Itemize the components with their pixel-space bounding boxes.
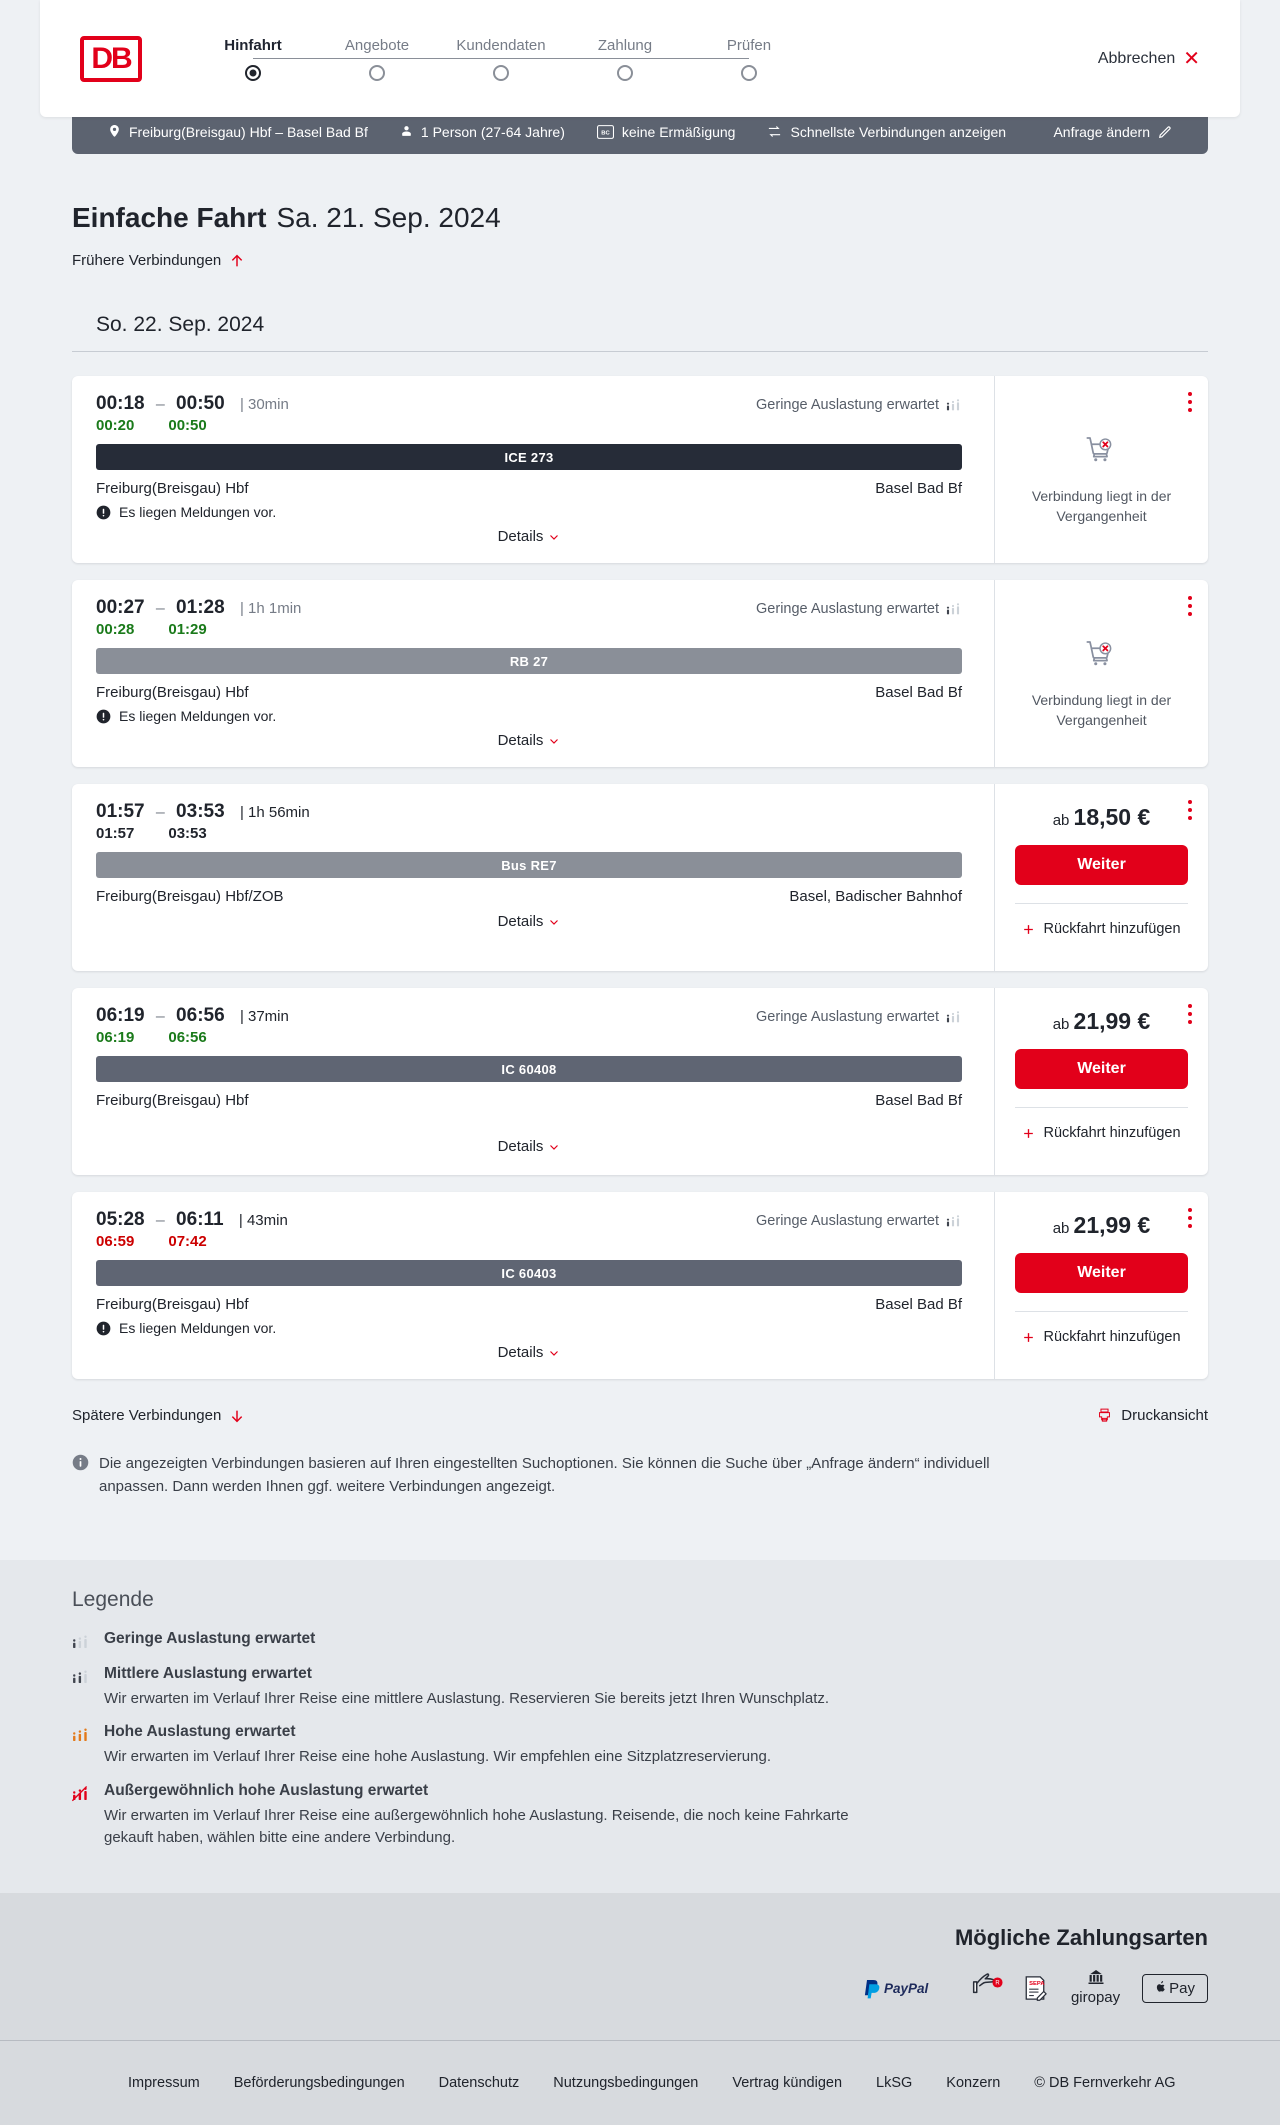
svg-text:BC: BC	[601, 130, 610, 136]
svg-text:R: R	[996, 1980, 1001, 1986]
svg-text:SEPA: SEPA	[1029, 1981, 1045, 1987]
svg-text:PayPal: PayPal	[884, 1981, 929, 1996]
